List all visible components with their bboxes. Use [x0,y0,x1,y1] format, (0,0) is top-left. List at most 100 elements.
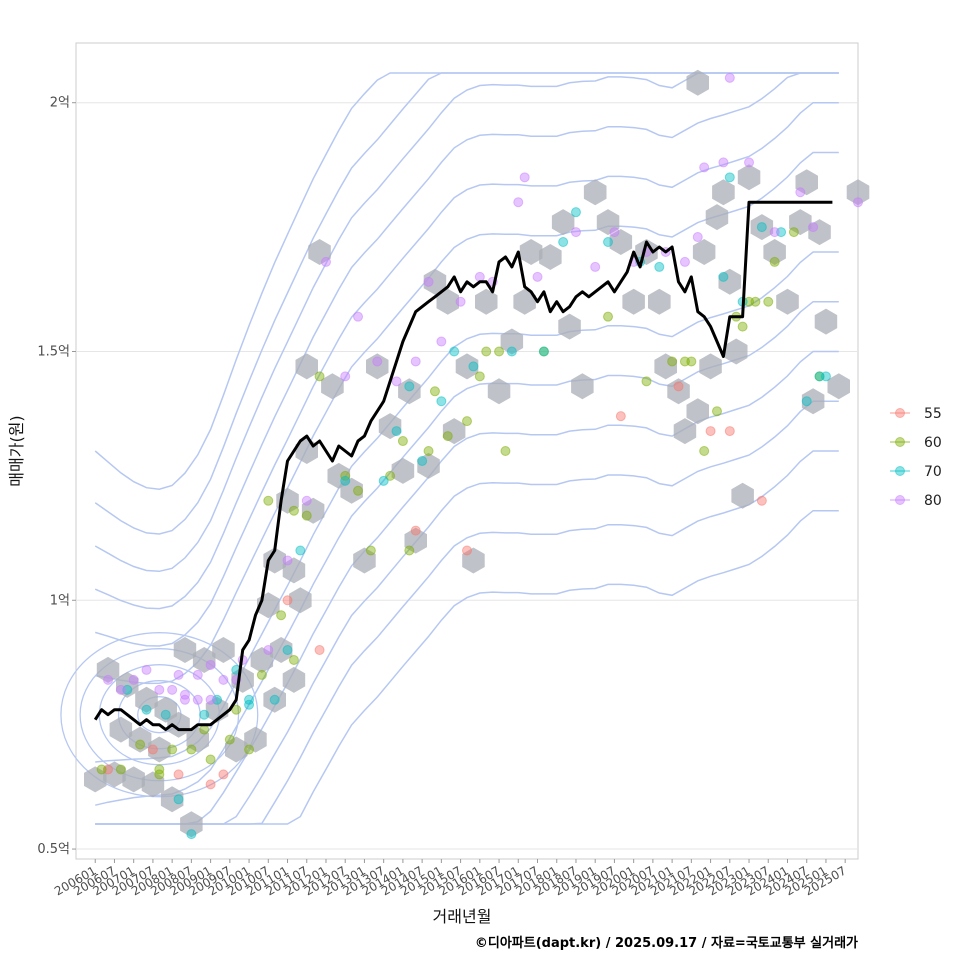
point-size-55 [173,769,184,780]
point-size-80 [692,232,703,243]
point-size-80 [205,694,216,705]
point-size-80 [808,222,819,233]
hex-bin [160,786,184,813]
legend-key-55 [895,408,905,418]
hex-bin [513,288,536,315]
median-line-layer [93,200,833,732]
hex-bin [109,716,133,743]
point-size-80 [141,664,152,675]
hex-bin [289,587,312,614]
point-size-70 [186,829,197,840]
hex-bin [583,179,607,206]
legend-label: 60 [924,435,942,451]
hex-bin [500,328,524,355]
point-size-60 [500,446,511,456]
density-contour [95,350,839,825]
hex-bin [487,378,511,405]
point-size-70 [417,455,428,466]
point-size-60 [167,744,178,755]
density-contour [94,72,839,490]
hex-bin [308,239,331,265]
point-size-80 [423,276,434,287]
point-size-80 [179,689,190,700]
point-size-70 [141,704,152,715]
point-size-60 [641,376,652,387]
point-size-80 [699,162,710,173]
point-size-80 [436,336,447,347]
point-size-80 [372,356,383,367]
hex-bin [263,547,286,574]
point-size-55 [282,595,293,606]
hex-bin [551,209,575,236]
point-size-70 [244,694,255,705]
point-size-60 [788,227,799,238]
hex-bin [455,353,479,380]
point-size-80 [173,669,184,680]
point-size-80 [724,72,735,83]
point-size-70 [570,207,581,218]
point-size-60 [288,505,299,516]
point-size-80 [532,271,543,282]
point-size-80 [679,256,690,267]
point-size-80 [154,684,165,695]
legend-key-80 [895,495,905,505]
point-size-80 [192,694,203,705]
hex-bin [519,239,543,265]
point-size-70 [468,361,479,372]
hex-bin [725,338,748,365]
point-size-55 [724,426,735,437]
point-size-60 [462,416,472,427]
point-size-70 [449,346,460,357]
point-size-60 [686,356,697,367]
hex-bin [654,353,677,380]
y-axis-title: 매매가(원) [7,415,26,486]
point-size-80 [744,157,755,168]
hex-bin [442,418,466,445]
hex-bin [827,373,850,400]
legend: 55 60 70 80 [890,406,942,509]
hex-bin [135,686,158,713]
point-size-80 [455,296,466,307]
point-size-80 [474,271,485,282]
point-size-60 [404,545,415,556]
point-size-60 [301,510,312,521]
point-size-60 [699,446,710,456]
point-size-60 [711,406,722,417]
hex-bin [763,239,786,265]
point-size-80 [718,157,729,168]
hex-bin [712,179,735,206]
point-size-70 [199,709,210,720]
point-size-80 [769,227,780,238]
point-size-60 [429,386,440,397]
point-size-60 [737,321,748,332]
point-size-70 [295,545,306,556]
hexbin-layer [84,69,870,838]
point-size-70 [506,346,517,357]
y-axis-ticks: 0.5억 1억 1.5억 2억 [37,96,76,857]
point-size-80 [128,674,139,685]
hex-bin [718,268,742,295]
hex-bin [789,209,812,236]
hex-bin [609,229,633,255]
hex-bin [192,647,216,673]
median-price-line [93,200,833,732]
hex-bin [141,771,165,798]
point-size-60 [199,724,210,735]
point-size-60 [353,485,364,496]
point-size-80 [218,674,229,685]
x-axis-title: 거래년월 [433,907,492,926]
hex-bin [692,239,716,265]
point-size-60 [224,734,235,745]
point-size-60 [244,744,255,755]
hex-bin [814,308,838,335]
point-size-60 [494,346,505,357]
point-size-60 [231,704,242,715]
hex-bin [269,637,293,663]
hex-bin [180,811,203,838]
point-size-70 [603,237,614,248]
y-tick-label: 0.5억 [37,842,70,857]
hex-bin [84,766,107,793]
hex-bin [801,388,825,415]
hex-bin [648,288,671,315]
y-tick-label: 1억 [50,593,70,608]
